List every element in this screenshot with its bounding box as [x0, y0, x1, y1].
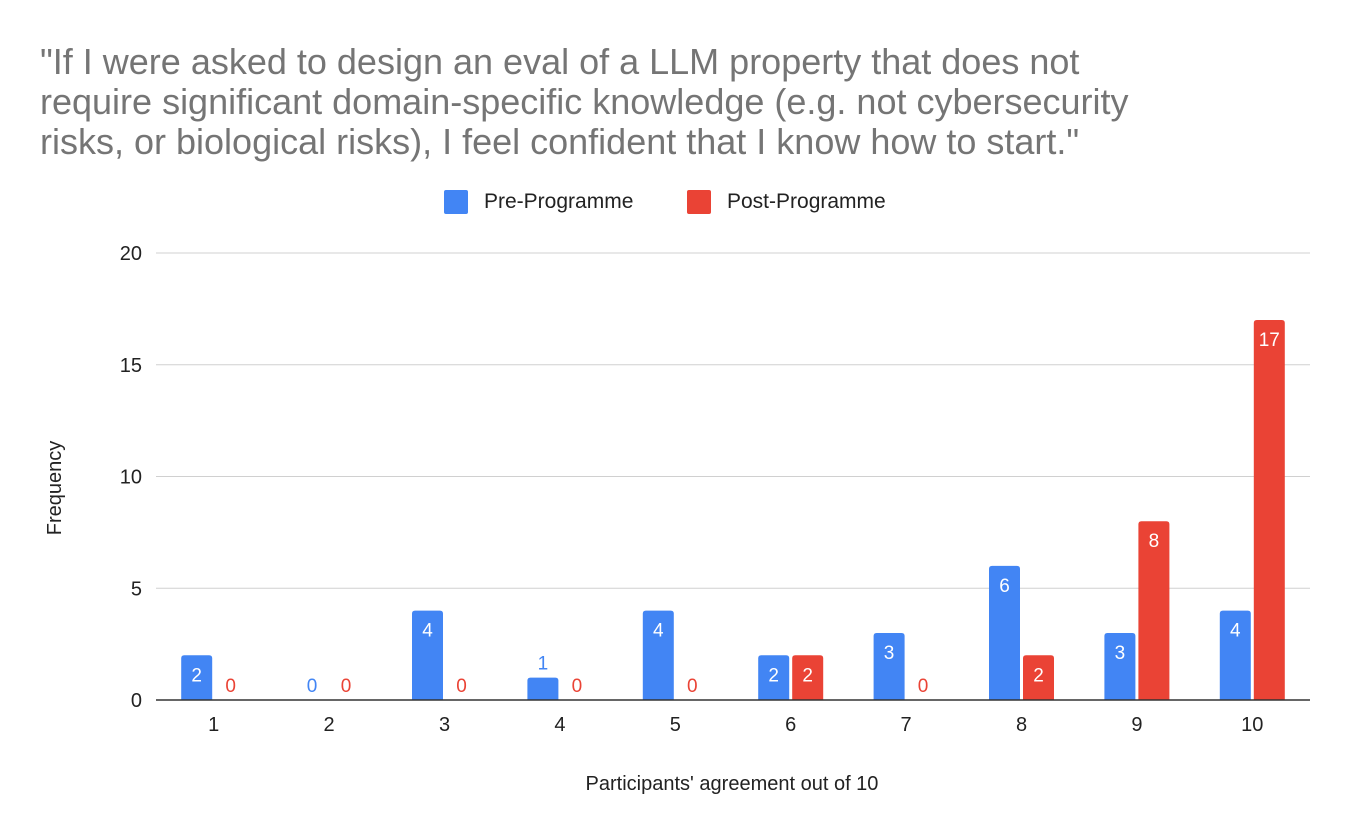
gridlines	[156, 252, 1310, 589]
data-label-pre-programme-9: 3	[1115, 643, 1126, 664]
data-label-pre-programme-4: 1	[538, 654, 549, 675]
data-label-post-programme-5: 0	[687, 676, 698, 697]
y-axis-title: Frequency	[44, 441, 66, 536]
bar-pre-programme-8	[989, 565, 1020, 700]
legend-label-pre-programme: Pre-Programme	[484, 190, 633, 213]
legend-label-post-programme: Post-Programme	[727, 190, 886, 213]
y-tick-label-5: 5	[131, 578, 142, 600]
x-tick-label-2: 2	[324, 714, 335, 736]
x-tick-label-5: 5	[670, 714, 681, 736]
data-label-post-programme-1: 0	[225, 676, 236, 697]
data-label-pre-programme-5: 4	[653, 621, 664, 642]
data-label-post-programme-9: 8	[1149, 531, 1160, 552]
data-label-post-programme-6: 2	[802, 665, 813, 686]
y-axis-ticks: 0 5 10 15 20	[120, 243, 142, 712]
bars	[181, 320, 1285, 700]
x-axis-title: Participants' agreement out of 10	[586, 773, 879, 795]
data-label-pre-programme-3: 4	[422, 621, 433, 642]
bar-pre-programme-5	[642, 610, 674, 700]
data-label-pre-programme-8: 6	[999, 576, 1010, 597]
data-label-pre-programme-1: 2	[191, 665, 202, 686]
y-tick-label-15: 15	[120, 355, 142, 377]
data-label-post-programme-4: 0	[572, 676, 583, 697]
x-tick-label-7: 7	[901, 714, 912, 736]
data-label-pre-programme-6: 2	[768, 665, 779, 686]
data-labels: 2 0 0 0 4 0 1 0 4 0 2 2 3 0 6 2 3 8 4 17	[191, 330, 1279, 697]
chart-title-line-3: risks, or biological risks), I feel conf…	[40, 121, 1080, 162]
bar-pre-programme-4	[527, 677, 559, 700]
y-tick-label-0: 0	[131, 690, 142, 712]
data-label-post-programme-2: 0	[341, 676, 352, 697]
legend: Pre-Programme Post-Programme	[444, 190, 886, 214]
x-tick-label-10: 10	[1241, 714, 1263, 736]
bar-pre-programme-6	[758, 655, 790, 700]
x-tick-label-3: 3	[439, 714, 450, 736]
data-label-post-programme-3: 0	[456, 676, 467, 697]
y-tick-label-10: 10	[120, 467, 142, 489]
bar-pre-programme-9	[1104, 632, 1136, 700]
bar-post-programme-10	[1253, 320, 1285, 700]
x-tick-label-8: 8	[1016, 714, 1027, 736]
x-tick-label-1: 1	[208, 714, 219, 736]
y-tick-label-20: 20	[120, 243, 142, 265]
chart-title-line-2: require significant domain-specific know…	[40, 81, 1129, 122]
data-label-post-programme-8: 2	[1033, 665, 1044, 686]
bar-pre-programme-7	[873, 632, 905, 700]
data-label-post-programme-7: 0	[918, 676, 929, 697]
bar-pre-programme-10	[1219, 610, 1251, 700]
data-label-pre-programme-2: 0	[307, 676, 318, 697]
legend-swatch-pre-programme	[444, 190, 468, 214]
x-tick-label-4: 4	[554, 714, 565, 736]
data-label-pre-programme-10: 4	[1230, 621, 1241, 642]
x-tick-label-9: 9	[1131, 714, 1142, 736]
legend-swatch-post-programme	[687, 190, 711, 214]
chart-title: "If I were asked to design an eval of a …	[40, 42, 1330, 162]
x-axis-ticks: 1 2 3 4 5 6 7 8 9 10	[208, 714, 1263, 736]
chart-title-line-1: "If I were asked to design an eval of a …	[40, 41, 1080, 82]
bar-post-programme-8	[1023, 655, 1054, 700]
data-label-post-programme-10: 17	[1259, 330, 1280, 351]
bar-post-programme-9	[1138, 521, 1170, 700]
data-label-pre-programme-7: 3	[884, 643, 895, 664]
bar-pre-programme-3	[412, 610, 443, 700]
x-tick-label-6: 6	[785, 714, 796, 736]
bar-pre-programme-1	[181, 655, 213, 700]
bar-post-programme-6	[792, 655, 824, 700]
